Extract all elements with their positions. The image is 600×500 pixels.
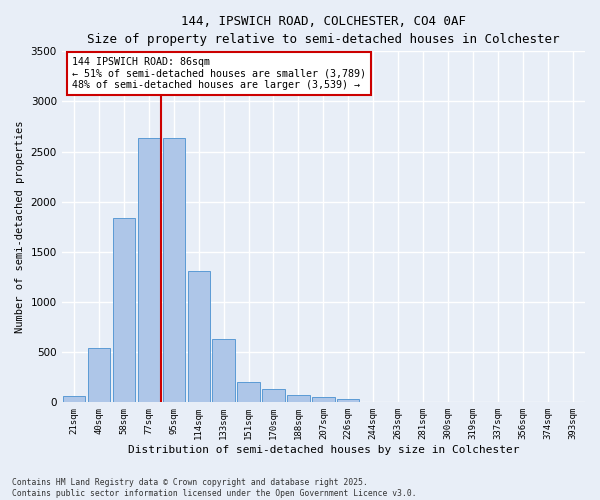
Y-axis label: Number of semi-detached properties: Number of semi-detached properties bbox=[15, 120, 25, 333]
Bar bbox=[212, 339, 235, 402]
Bar bbox=[312, 398, 335, 402]
Bar bbox=[163, 138, 185, 402]
X-axis label: Distribution of semi-detached houses by size in Colchester: Distribution of semi-detached houses by … bbox=[128, 445, 519, 455]
Bar bbox=[63, 396, 85, 402]
Bar bbox=[137, 138, 160, 402]
Bar bbox=[337, 400, 359, 402]
Text: 144 IPSWICH ROAD: 86sqm
← 51% of semi-detached houses are smaller (3,789)
48% of: 144 IPSWICH ROAD: 86sqm ← 51% of semi-de… bbox=[72, 56, 366, 90]
Bar bbox=[88, 348, 110, 403]
Bar bbox=[287, 395, 310, 402]
Bar bbox=[262, 390, 285, 402]
Bar bbox=[113, 218, 135, 402]
Bar bbox=[188, 271, 210, 402]
Title: 144, IPSWICH ROAD, COLCHESTER, CO4 0AF
Size of property relative to semi-detache: 144, IPSWICH ROAD, COLCHESTER, CO4 0AF S… bbox=[87, 15, 560, 46]
Text: Contains HM Land Registry data © Crown copyright and database right 2025.
Contai: Contains HM Land Registry data © Crown c… bbox=[12, 478, 416, 498]
Bar bbox=[238, 382, 260, 402]
